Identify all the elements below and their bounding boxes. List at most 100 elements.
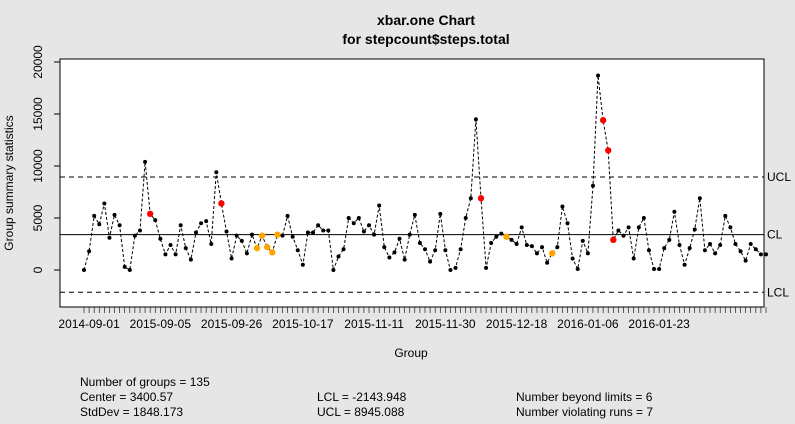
data-point xyxy=(758,252,763,257)
stat-center: Center = 3400.57 xyxy=(80,390,173,404)
data-point xyxy=(158,236,163,241)
data-point xyxy=(341,247,346,252)
stat-number-of-groups: Number of groups = 135 xyxy=(80,375,210,389)
data-point xyxy=(428,259,433,264)
data-point xyxy=(682,262,687,267)
data-point xyxy=(753,247,758,252)
data-point xyxy=(748,242,753,246)
data-point xyxy=(702,248,707,253)
data-point xyxy=(102,201,107,206)
data-point xyxy=(153,218,158,223)
data-point xyxy=(137,228,142,233)
data-point xyxy=(652,266,657,271)
data-point xyxy=(229,256,234,261)
data-point xyxy=(214,170,219,175)
data-point xyxy=(662,246,667,251)
y-axis-label: Group summary statistics xyxy=(2,115,16,250)
data-point xyxy=(692,227,697,232)
data-point xyxy=(361,229,366,234)
data-point-violating-run xyxy=(264,243,271,251)
y-tick-label: 20000 xyxy=(31,45,45,79)
data-point xyxy=(463,216,468,220)
data-point xyxy=(249,232,254,237)
data-point xyxy=(484,265,489,270)
ucl-label: UCL xyxy=(767,170,791,184)
stat-beyond-limits: Number beyond limits = 6 xyxy=(516,390,653,404)
data-point xyxy=(295,248,300,253)
data-point xyxy=(708,242,713,246)
data-point xyxy=(636,225,641,230)
data-point xyxy=(224,229,229,234)
data-point xyxy=(596,73,601,78)
data-point xyxy=(738,249,743,254)
data-point xyxy=(423,247,427,252)
stat-ucl: UCL = 8945.088 xyxy=(317,405,405,419)
data-point xyxy=(112,212,117,217)
data-point-violating-run xyxy=(258,232,266,239)
data-point xyxy=(372,232,377,237)
data-point xyxy=(239,238,244,243)
data-point-beyond-limits xyxy=(477,195,485,202)
data-point xyxy=(392,250,397,255)
data-point xyxy=(565,221,570,226)
data-point xyxy=(764,252,768,257)
data-point xyxy=(713,251,718,256)
data-point xyxy=(433,248,438,253)
plot-area xyxy=(59,58,765,308)
data-point xyxy=(417,240,422,245)
data-point xyxy=(107,235,112,240)
x-tick-label: 2015-10-17 xyxy=(272,317,334,331)
data-point xyxy=(545,260,550,265)
data-point xyxy=(494,234,499,239)
data-point xyxy=(387,255,392,260)
data-point xyxy=(122,264,127,269)
data-point xyxy=(367,223,372,228)
data-point-violating-run xyxy=(269,249,276,256)
data-point xyxy=(356,216,361,220)
y-tick-label: 10000 xyxy=(31,149,45,183)
data-point xyxy=(473,117,478,122)
data-point xyxy=(188,257,193,262)
data-point xyxy=(438,211,443,216)
data-point xyxy=(92,213,97,218)
data-point xyxy=(168,243,173,248)
data-point xyxy=(723,213,728,218)
data-point xyxy=(585,251,590,256)
data-point-violating-run xyxy=(253,244,261,252)
data-point xyxy=(280,233,285,238)
data-point-beyond-limits xyxy=(146,210,154,218)
data-point xyxy=(127,268,132,272)
data-point xyxy=(82,268,86,272)
x-tick-label: 2015-11-30 xyxy=(415,317,476,331)
data-point xyxy=(555,245,560,250)
x-tick-label: 2015-12-18 xyxy=(486,317,548,331)
x-axis: 2014-09-01 2015-09-05 2015-09-26 2015-10-17… xyxy=(58,307,767,331)
data-point xyxy=(183,246,188,251)
data-point xyxy=(448,268,453,272)
data-point xyxy=(641,216,646,220)
data-point xyxy=(351,221,356,226)
data-point xyxy=(97,222,102,227)
x-tick-label: 2015-09-05 xyxy=(130,317,192,331)
data-point xyxy=(346,216,351,220)
data-point xyxy=(173,252,178,257)
data-point xyxy=(672,209,677,214)
data-point-beyond-limits xyxy=(605,147,612,154)
center-label: CL xyxy=(767,228,783,242)
stat-stddev: StdDev = 1848.173 xyxy=(80,405,183,419)
data-point xyxy=(290,234,295,239)
data-point xyxy=(697,196,702,201)
data-points xyxy=(82,73,768,272)
data-point xyxy=(331,268,336,272)
data-point xyxy=(244,251,249,256)
data-point-beyond-limits xyxy=(599,117,607,124)
data-point xyxy=(733,242,738,246)
data-point xyxy=(519,225,524,230)
data-point xyxy=(178,223,183,228)
data-point xyxy=(193,230,198,235)
data-point xyxy=(677,243,682,248)
data-point xyxy=(407,232,412,237)
data-point xyxy=(163,252,168,257)
data-point-violating-run xyxy=(274,231,281,238)
